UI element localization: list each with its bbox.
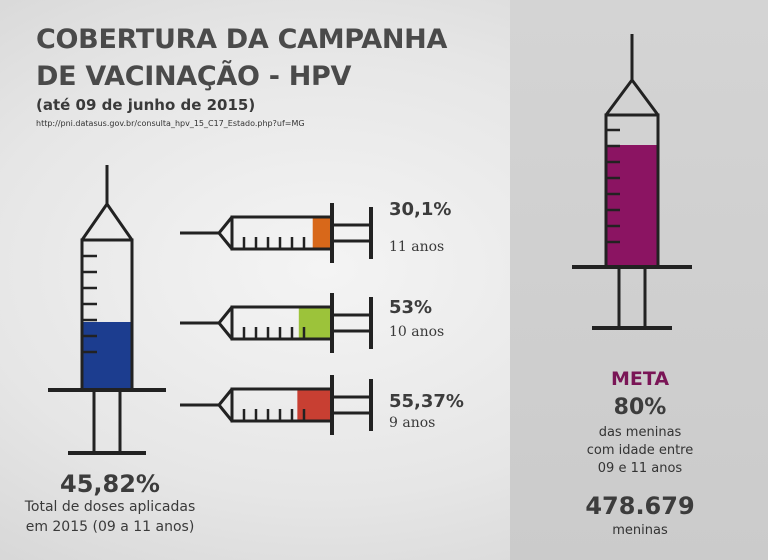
page-title-line2: DE VACINAÇÃO - HPV [36,63,351,90]
age-9-percent: 55,37% [389,393,464,411]
meta-count: 478.679 [560,494,720,518]
total-description: Total de doses aplicadas em 2015 (09 a 1… [0,497,220,537]
age-coverage-fill [297,390,331,420]
total-percent: 45,82% [30,472,190,496]
age-10-percent: 53% [389,299,432,317]
page-title-line1: COBERTURA DA CAMPANHA [36,26,447,53]
age-10-label: 10 anos [389,325,444,339]
meta-desc-line3: 09 e 11 anos [556,460,724,478]
syringe-icon [180,375,371,435]
total-coverage-fill [83,322,131,390]
syringe-icon [180,293,371,353]
subtitle-date: (até 09 de junho de 2015) [36,96,255,114]
total-desc-line1: Total de doses aplicadas [0,497,220,517]
age-11-label: 11 anos [389,240,444,254]
meta-description: das meninas com idade entre 09 e 11 anos [556,424,724,478]
age-syringes [180,203,371,435]
meta-label: META [560,368,720,390]
syringe-icon [572,34,692,328]
meta-desc-line1: das meninas [556,424,724,442]
syringe-icon [48,165,166,453]
age-9-label: 9 anos [389,416,435,430]
age-coverage-fill [313,218,331,248]
meta-count-unit: meninas [560,523,720,538]
age-11-percent: 30,1% [389,201,451,219]
meta-desc-line2: com idade entre [556,442,724,460]
meta-percent: 80% [560,397,720,419]
syringe-icon [180,203,371,263]
source-link[interactable]: http://pni.datasus.gov.br/consulta_hpv_1… [36,119,305,128]
total-desc-line2: em 2015 (09 a 11 anos) [0,517,220,537]
